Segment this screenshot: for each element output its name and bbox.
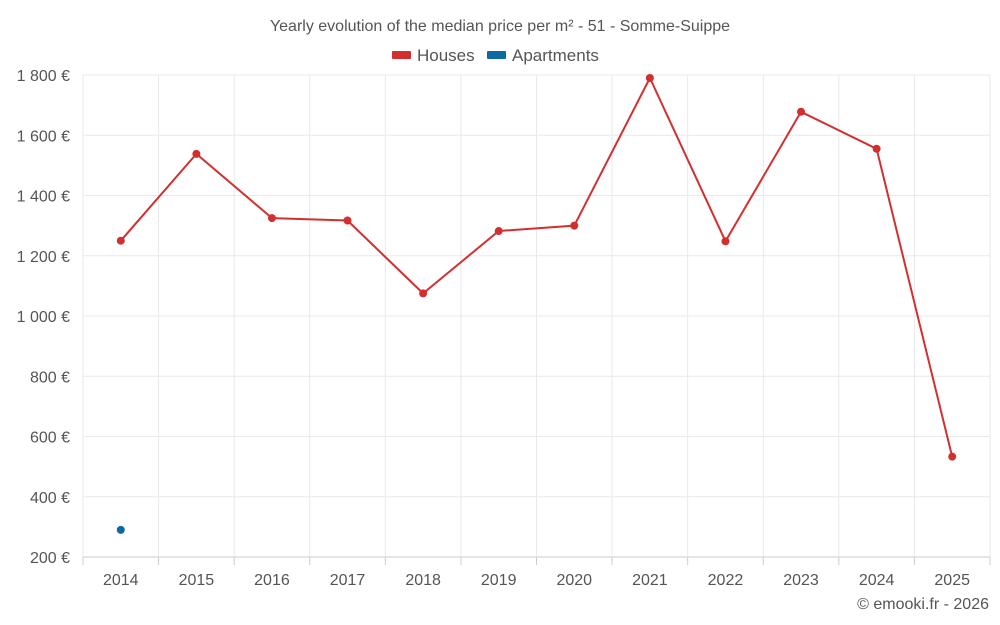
legend-label-apartments: Apartments: [512, 46, 599, 65]
data-point-houses[interactable]: [267, 214, 276, 223]
data-point-houses[interactable]: [797, 107, 806, 116]
y-tick-label: 1 600 €: [17, 128, 70, 145]
y-axis: 200 € 400 € 600 € 800 € 1 000 € 1 200 € 1 400 …: [17, 68, 70, 567]
data-point-houses[interactable]: [343, 216, 352, 225]
y-tick-label: 1 200 €: [17, 249, 70, 266]
legend-swatch-houses: [392, 51, 411, 59]
y-tick-label: 1 800 €: [17, 68, 70, 85]
y-tick-label: 200 €: [30, 550, 70, 567]
data-point-houses[interactable]: [192, 149, 201, 158]
series-layer: [116, 74, 957, 534]
x-tick-label: 2017: [330, 572, 366, 589]
y-tick-label: 1 400 €: [17, 189, 70, 206]
legend-item-apartments[interactable]: Apartments: [487, 46, 599, 65]
series-line-houses: [120, 77, 954, 457]
y-tick-label: 1 000 €: [17, 309, 70, 326]
data-point-houses[interactable]: [872, 144, 881, 153]
legend-swatch-apartments: [487, 51, 506, 59]
data-point-houses[interactable]: [570, 221, 579, 230]
x-tick-label: 2021: [632, 572, 668, 589]
x-tick-label: 2019: [481, 572, 517, 589]
data-point-houses[interactable]: [645, 74, 654, 83]
data-point-houses[interactable]: [116, 236, 125, 245]
x-tick-label: 2020: [556, 572, 592, 589]
x-tick-label: 2022: [708, 572, 744, 589]
data-point-houses[interactable]: [494, 227, 503, 236]
y-tick-label: 800 €: [30, 369, 70, 386]
legend-item-houses[interactable]: Houses: [392, 46, 475, 65]
x-tick-label: 2014: [103, 572, 139, 589]
data-point-houses[interactable]: [948, 452, 957, 461]
y-tick-label: 400 €: [30, 490, 70, 507]
x-tick-label: 2015: [179, 572, 215, 589]
x-axis: 2014 2015 2016 2017 2018 2019 2020 2021 2022 2023…: [82, 557, 991, 589]
chart-title: Yearly evolution of the median price per…: [270, 18, 730, 35]
data-point-houses[interactable]: [419, 289, 428, 298]
x-tick-label: 2023: [783, 572, 819, 589]
x-tick-label: 2016: [254, 572, 290, 589]
x-gridlines: [82, 75, 991, 557]
x-tick-label: 2025: [934, 572, 970, 589]
legend-label-houses: Houses: [417, 46, 475, 65]
x-tick-label: 2018: [405, 572, 441, 589]
data-point-houses[interactable]: [721, 237, 730, 246]
legend: Houses Apartments: [392, 46, 599, 65]
data-point-apartments[interactable]: [116, 525, 125, 534]
credit-text: © emooki.fr - 2026: [857, 596, 989, 613]
y-tick-label: 600 €: [30, 430, 70, 447]
x-tick-label: 2024: [859, 572, 895, 589]
